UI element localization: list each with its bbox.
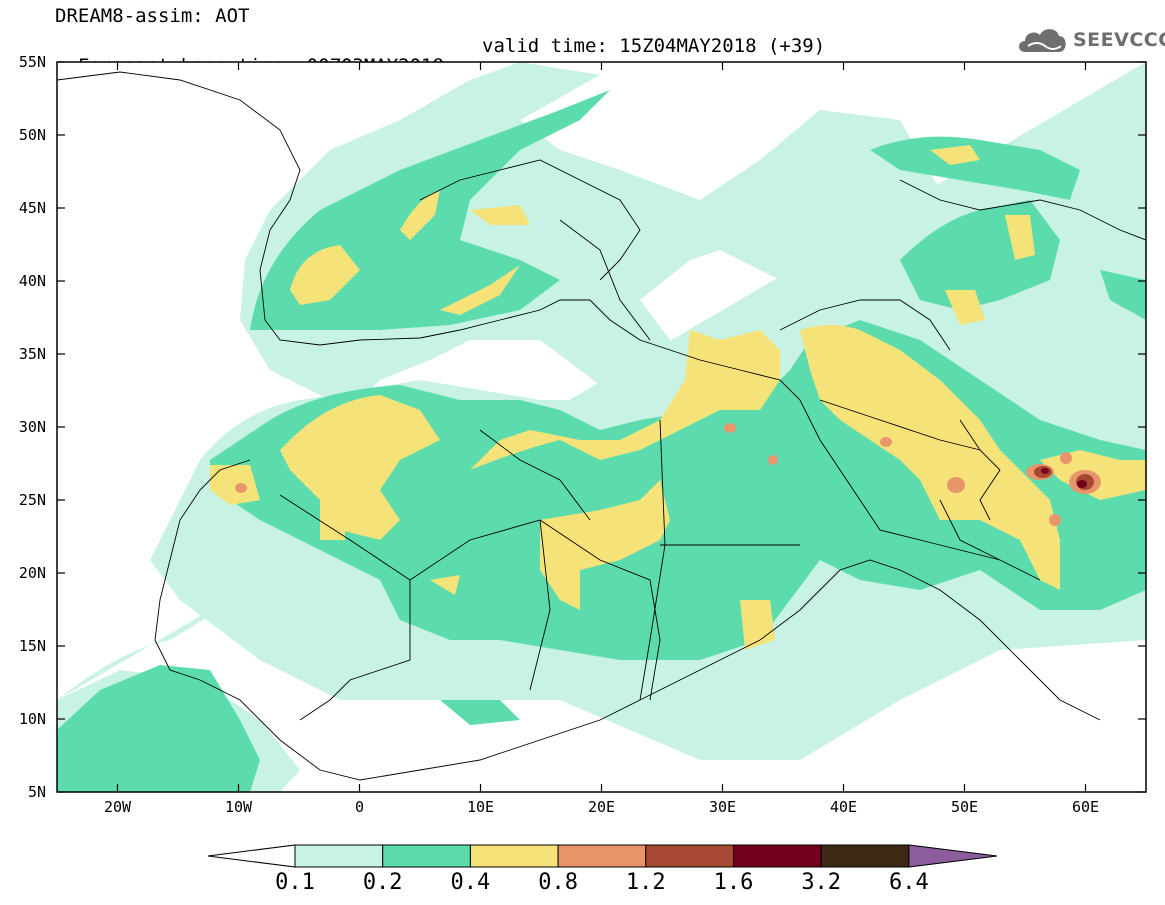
colorbar-tick-label: 1.6 (713, 870, 754, 895)
colorbar-segment (645, 844, 734, 868)
lon-tick-label: 30E (708, 798, 737, 816)
lon-tick-label: 0 (354, 798, 365, 816)
colorbar-high-arrow (908, 844, 998, 868)
aot-level-1.2-plus (1034, 466, 1094, 490)
lon-tick-label: 20E (587, 798, 616, 816)
lat-tick-label: 20N (18, 564, 46, 582)
colorbar-segment (733, 844, 822, 868)
lon-tick-label: 50E (950, 798, 979, 816)
aot-level-0.4 (210, 145, 1146, 650)
aot-contours (57, 62, 1146, 792)
coastlines-borders (57, 71, 1146, 781)
colorbar-tick-label: 1.2 (625, 870, 666, 895)
lat-tick-label: 10N (18, 710, 46, 728)
colorbar-segment (294, 844, 384, 868)
colorbar-low-arrow (207, 844, 296, 868)
colorbar-tick-label: 3.2 (801, 870, 842, 895)
axis-tick-marks (57, 61, 1146, 793)
colorbar-segment (557, 844, 647, 868)
lat-tick-label: 30N (18, 418, 46, 436)
colorbar-tick-label: 0.8 (538, 870, 578, 895)
lon-tick-label: 20W (103, 798, 132, 816)
lat-tick-label: 5N (27, 783, 46, 801)
seevccc-logo: SEEVCCC (1015, 20, 1165, 60)
colorbar-segment (820, 844, 910, 868)
colorbar-tick-label: 0.1 (275, 870, 315, 895)
map-title: DREAM8-assim: AOT (55, 5, 250, 27)
cloud-icon (1019, 29, 1066, 52)
lat-tick-label: 40N (18, 272, 46, 290)
lat-tick-label: 55N (18, 53, 46, 71)
colorbar-tick-label: 0.2 (362, 870, 403, 895)
lon-tick-label: 40E (829, 798, 858, 816)
colorbar-segment (382, 844, 471, 868)
colorbar-tick-label: 6.4 (889, 870, 929, 895)
lat-tick-label: 35N (18, 345, 46, 363)
valid-time-label: valid time: 15Z04MAY2018 (+39) (482, 35, 826, 57)
colorbar (207, 844, 998, 868)
lon-tick-label: 10W (224, 798, 253, 816)
lat-tick-label: 25N (18, 491, 46, 509)
lon-tick-label: 60E (1071, 798, 1100, 816)
lon-tick-label: 10E (466, 798, 495, 816)
colorbar-segment (469, 844, 559, 868)
lat-tick-label: 15N (18, 637, 46, 655)
lat-tick-label: 50N (18, 126, 46, 144)
logo-text: SEEVCCC (1073, 29, 1165, 51)
lat-tick-label: 45N (18, 199, 46, 217)
colorbar-tick-label: 0.4 (450, 870, 491, 895)
